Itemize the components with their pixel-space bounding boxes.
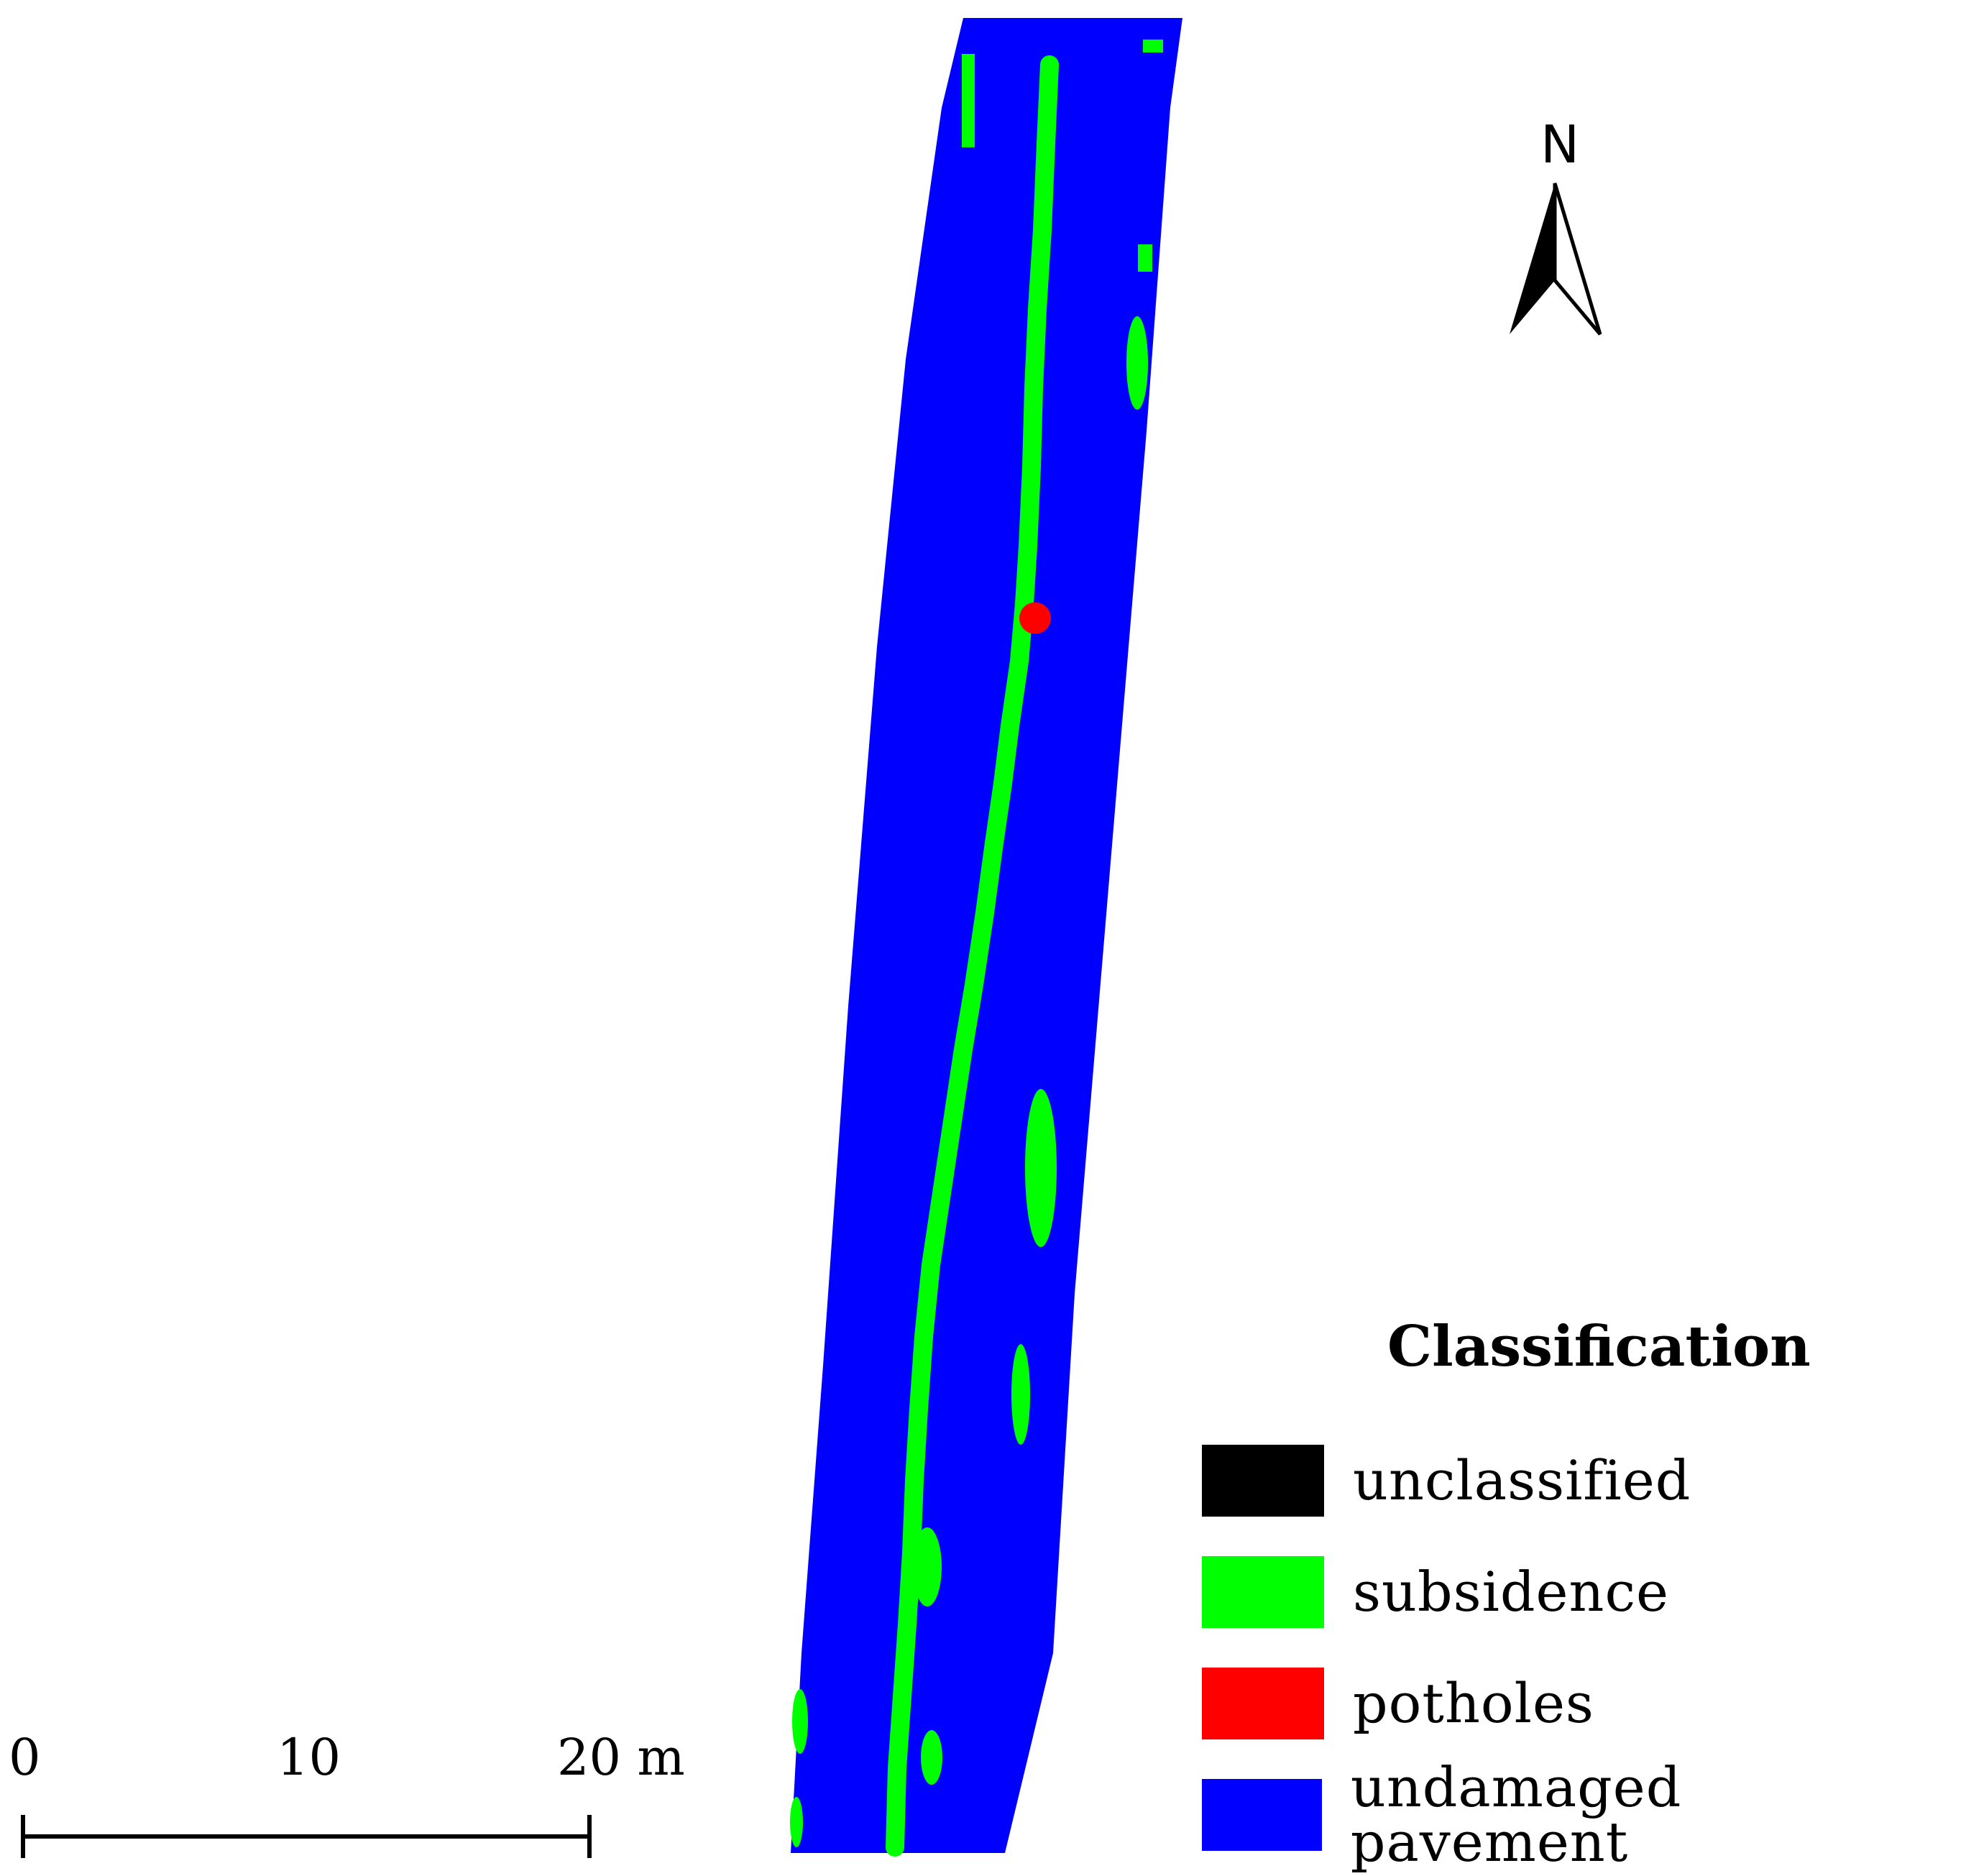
scale-tick-label: 0 (9, 1728, 41, 1787)
north-arrow-icon (1510, 183, 1602, 336)
legend-title: Classification (1387, 1314, 1811, 1379)
scale-tick-label: 10 (277, 1728, 341, 1787)
legend-item-subsidence: subsidence (1202, 1556, 1669, 1628)
legend-item-unclassified: unclassified (1202, 1445, 1691, 1517)
subsidence-main-strip (886, 55, 1059, 1857)
scale-tick-label: 20 m (557, 1728, 685, 1787)
legend-label: unclassified (1353, 1448, 1691, 1512)
legend-label: undamaged pavement (1350, 1755, 1682, 1874)
legend-label: subsidence (1353, 1560, 1670, 1624)
scale-bar (21, 1815, 592, 1858)
legend-swatch (1202, 1556, 1324, 1628)
subsidence-patches (790, 40, 1163, 1847)
legend-item-undamaged-pavement: undamaged pavement (1202, 1760, 1966, 1870)
north-label: N (1540, 114, 1579, 175)
legend-swatch (1202, 1779, 1322, 1851)
legend-swatch (1202, 1668, 1324, 1739)
legend-item-potholes: potholes (1202, 1668, 1594, 1739)
legend-swatch (1202, 1445, 1324, 1517)
legend-label: potholes (1353, 1671, 1594, 1735)
pothole-marker (1019, 602, 1051, 634)
